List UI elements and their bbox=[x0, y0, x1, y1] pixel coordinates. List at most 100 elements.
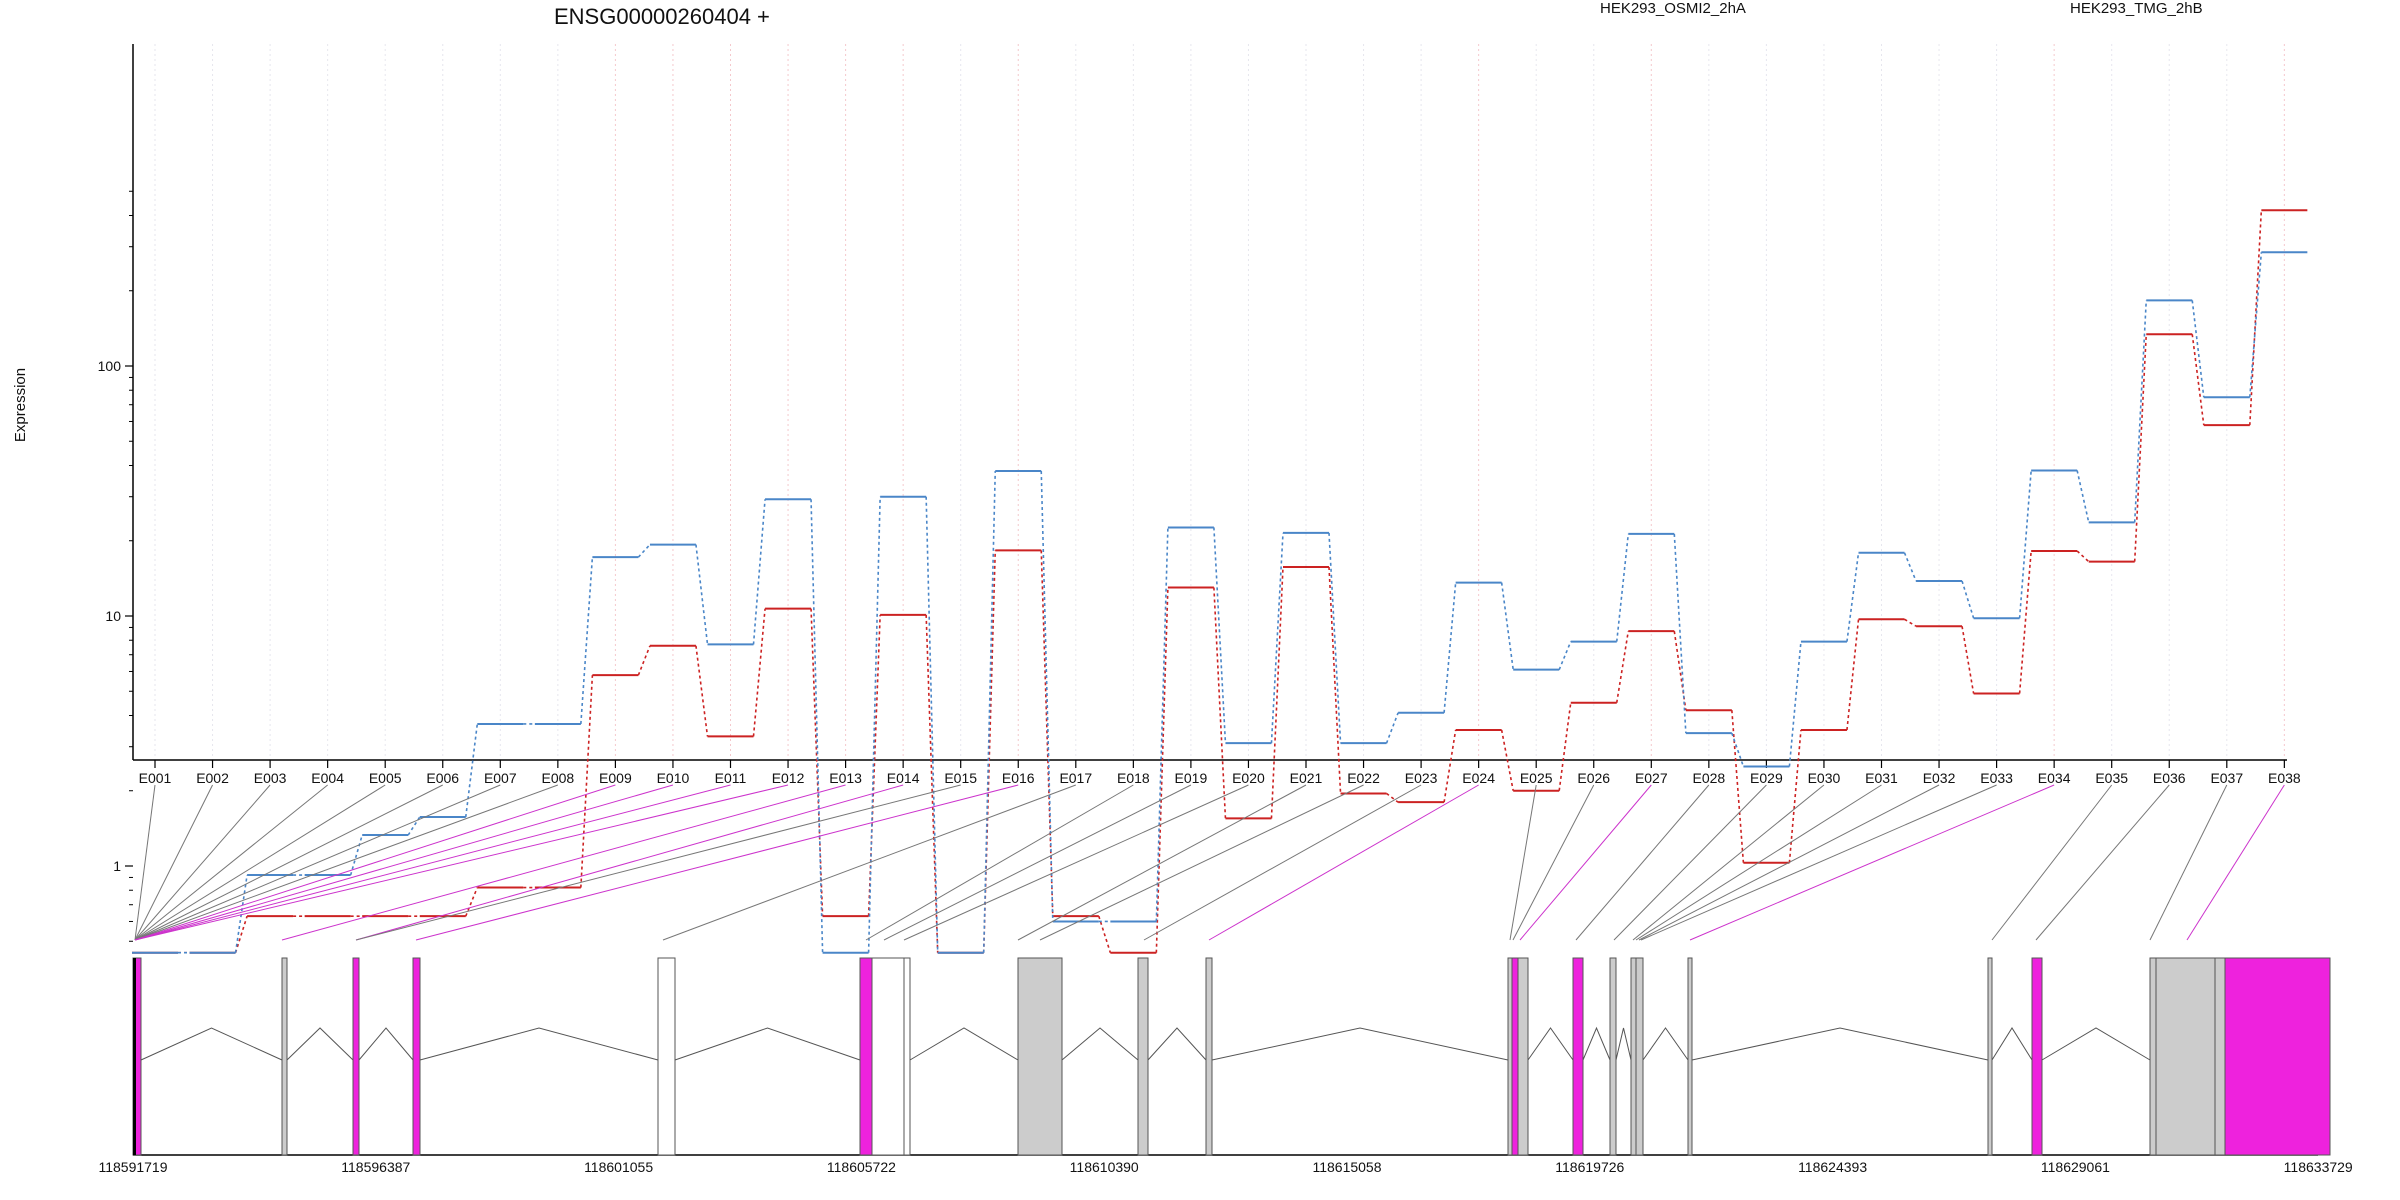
exon-box bbox=[871, 957, 905, 1156]
exon-label-e028: E028 bbox=[1692, 770, 1725, 786]
series-1-connector bbox=[1500, 729, 1514, 791]
exon-label-e004: E004 bbox=[311, 770, 344, 786]
exon-label-e011: E011 bbox=[715, 770, 747, 786]
intron-line bbox=[909, 1027, 1019, 1061]
series-1-connector bbox=[1155, 587, 1169, 953]
connector-e035 bbox=[1991, 784, 2113, 941]
connector-e001 bbox=[134, 784, 156, 941]
intron-line bbox=[1147, 1027, 1207, 1061]
connector-e030 bbox=[1632, 784, 1825, 941]
series-1-connector bbox=[2018, 550, 2032, 694]
series-2-connector bbox=[867, 496, 881, 953]
exon-label-e022: E022 bbox=[1347, 770, 1380, 786]
exon-label-e031: E031 bbox=[1865, 770, 1898, 786]
series-2-connector bbox=[1615, 533, 1630, 642]
exon-label-e023: E023 bbox=[1405, 770, 1438, 786]
exon-label-e001: E001 bbox=[139, 770, 172, 786]
connector-e019 bbox=[883, 784, 1192, 941]
coordinate-label-118610390: 118610390 bbox=[1070, 1159, 1139, 1175]
y-axis-label: Expression bbox=[12, 368, 29, 442]
exon-box bbox=[1507, 957, 1513, 1156]
exon-label-e016: E016 bbox=[1002, 770, 1035, 786]
series-1-connector bbox=[1386, 792, 1399, 803]
exon-label-e036: E036 bbox=[2153, 770, 2186, 786]
coordinate-label-118605722: 118605722 bbox=[827, 1159, 896, 1175]
exon-label-e008: E008 bbox=[541, 770, 574, 786]
connector-e020 bbox=[903, 784, 1249, 941]
exon-box bbox=[1635, 957, 1644, 1156]
exon-box bbox=[2149, 957, 2157, 1156]
series-2-connector bbox=[1385, 712, 1399, 744]
series-1-connector bbox=[1961, 626, 1975, 694]
y-tick-label-1: 1 bbox=[113, 858, 121, 874]
series-1-connector bbox=[1904, 618, 1917, 627]
series-2-connector bbox=[637, 544, 651, 558]
connector-e022 bbox=[1039, 784, 1364, 941]
series-1-connector bbox=[1328, 566, 1342, 794]
exon-label-e012: E012 bbox=[772, 770, 805, 786]
connector-e008 bbox=[134, 784, 559, 941]
exon-label-e030: E030 bbox=[1808, 770, 1841, 786]
exon-label-e014: E014 bbox=[887, 770, 920, 786]
y-tick-label-100: 100 bbox=[98, 358, 122, 374]
exon-label-e032: E032 bbox=[1923, 770, 1956, 786]
exon-box bbox=[1017, 957, 1063, 1156]
connector-e002 bbox=[134, 784, 213, 941]
coordinate-label-118629061: 118629061 bbox=[2041, 1159, 2110, 1175]
connector-e034 bbox=[1689, 784, 2055, 941]
series-2-connector bbox=[2249, 252, 2263, 398]
chart-title: ENSG00000260404 + bbox=[554, 4, 770, 29]
intron-line bbox=[1527, 1027, 1574, 1061]
series-1-connector bbox=[1270, 566, 1284, 819]
series-2-connector bbox=[464, 723, 479, 818]
exon-box bbox=[1630, 957, 1637, 1156]
connector-e033 bbox=[1640, 784, 1997, 941]
connector-e015 bbox=[355, 784, 961, 941]
connector-e004 bbox=[134, 784, 328, 941]
exon-box bbox=[1572, 957, 1584, 1156]
exon-box bbox=[1511, 957, 1519, 1156]
exon-box bbox=[281, 957, 288, 1156]
exon-box bbox=[1517, 957, 1529, 1156]
series-2-connector bbox=[1328, 532, 1342, 744]
exon-label-e007: E007 bbox=[484, 770, 517, 786]
series-2-connector bbox=[349, 834, 363, 876]
exon-label-e003: E003 bbox=[254, 770, 287, 786]
exon-label-e038: E038 bbox=[2268, 770, 2301, 786]
connector-e009 bbox=[134, 784, 616, 941]
gene-model bbox=[132, 957, 2331, 1156]
exon-label-e026: E026 bbox=[1577, 770, 1610, 786]
series-2-connector bbox=[2191, 300, 2205, 398]
exon-box bbox=[1137, 957, 1149, 1156]
series-2-connector bbox=[752, 499, 766, 645]
y-tick-label-10: 10 bbox=[105, 608, 121, 624]
exon-box bbox=[1609, 957, 1617, 1156]
exon-label-e024: E024 bbox=[1462, 770, 1495, 786]
connector-e011 bbox=[134, 784, 731, 941]
series-1-connector bbox=[2076, 550, 2090, 563]
connector-e024 bbox=[1208, 784, 1479, 941]
series-2-connector bbox=[1846, 552, 1860, 642]
series-2-connector bbox=[234, 874, 248, 953]
exon-box bbox=[2224, 957, 2331, 1156]
exon-gridlines bbox=[154, 44, 2285, 760]
exon-label-e013: E013 bbox=[829, 770, 862, 786]
connector-e029 bbox=[1613, 784, 1767, 941]
intron-line bbox=[1211, 1027, 1509, 1061]
exon-label-e027: E027 bbox=[1635, 770, 1668, 786]
series-1-connector bbox=[1443, 729, 1457, 803]
series-2-connector bbox=[695, 544, 709, 645]
series-2-connector bbox=[1788, 641, 1802, 767]
connector-e017 bbox=[662, 784, 1076, 941]
series-1-connector bbox=[1558, 702, 1572, 791]
series-1-connector bbox=[752, 608, 766, 737]
exon-box bbox=[352, 957, 360, 1156]
intron-line bbox=[2041, 1027, 2151, 1061]
coordinate-label-118596387: 118596387 bbox=[341, 1159, 410, 1175]
exon-box bbox=[903, 957, 911, 1156]
exon-label-e017: E017 bbox=[1059, 770, 1092, 786]
exon-label-e033: E033 bbox=[1980, 770, 2013, 786]
legend-series-2: HEK293_TMG_2hB bbox=[2070, 0, 2203, 17]
series-1-connector bbox=[1213, 587, 1227, 819]
exon-box bbox=[859, 957, 873, 1156]
